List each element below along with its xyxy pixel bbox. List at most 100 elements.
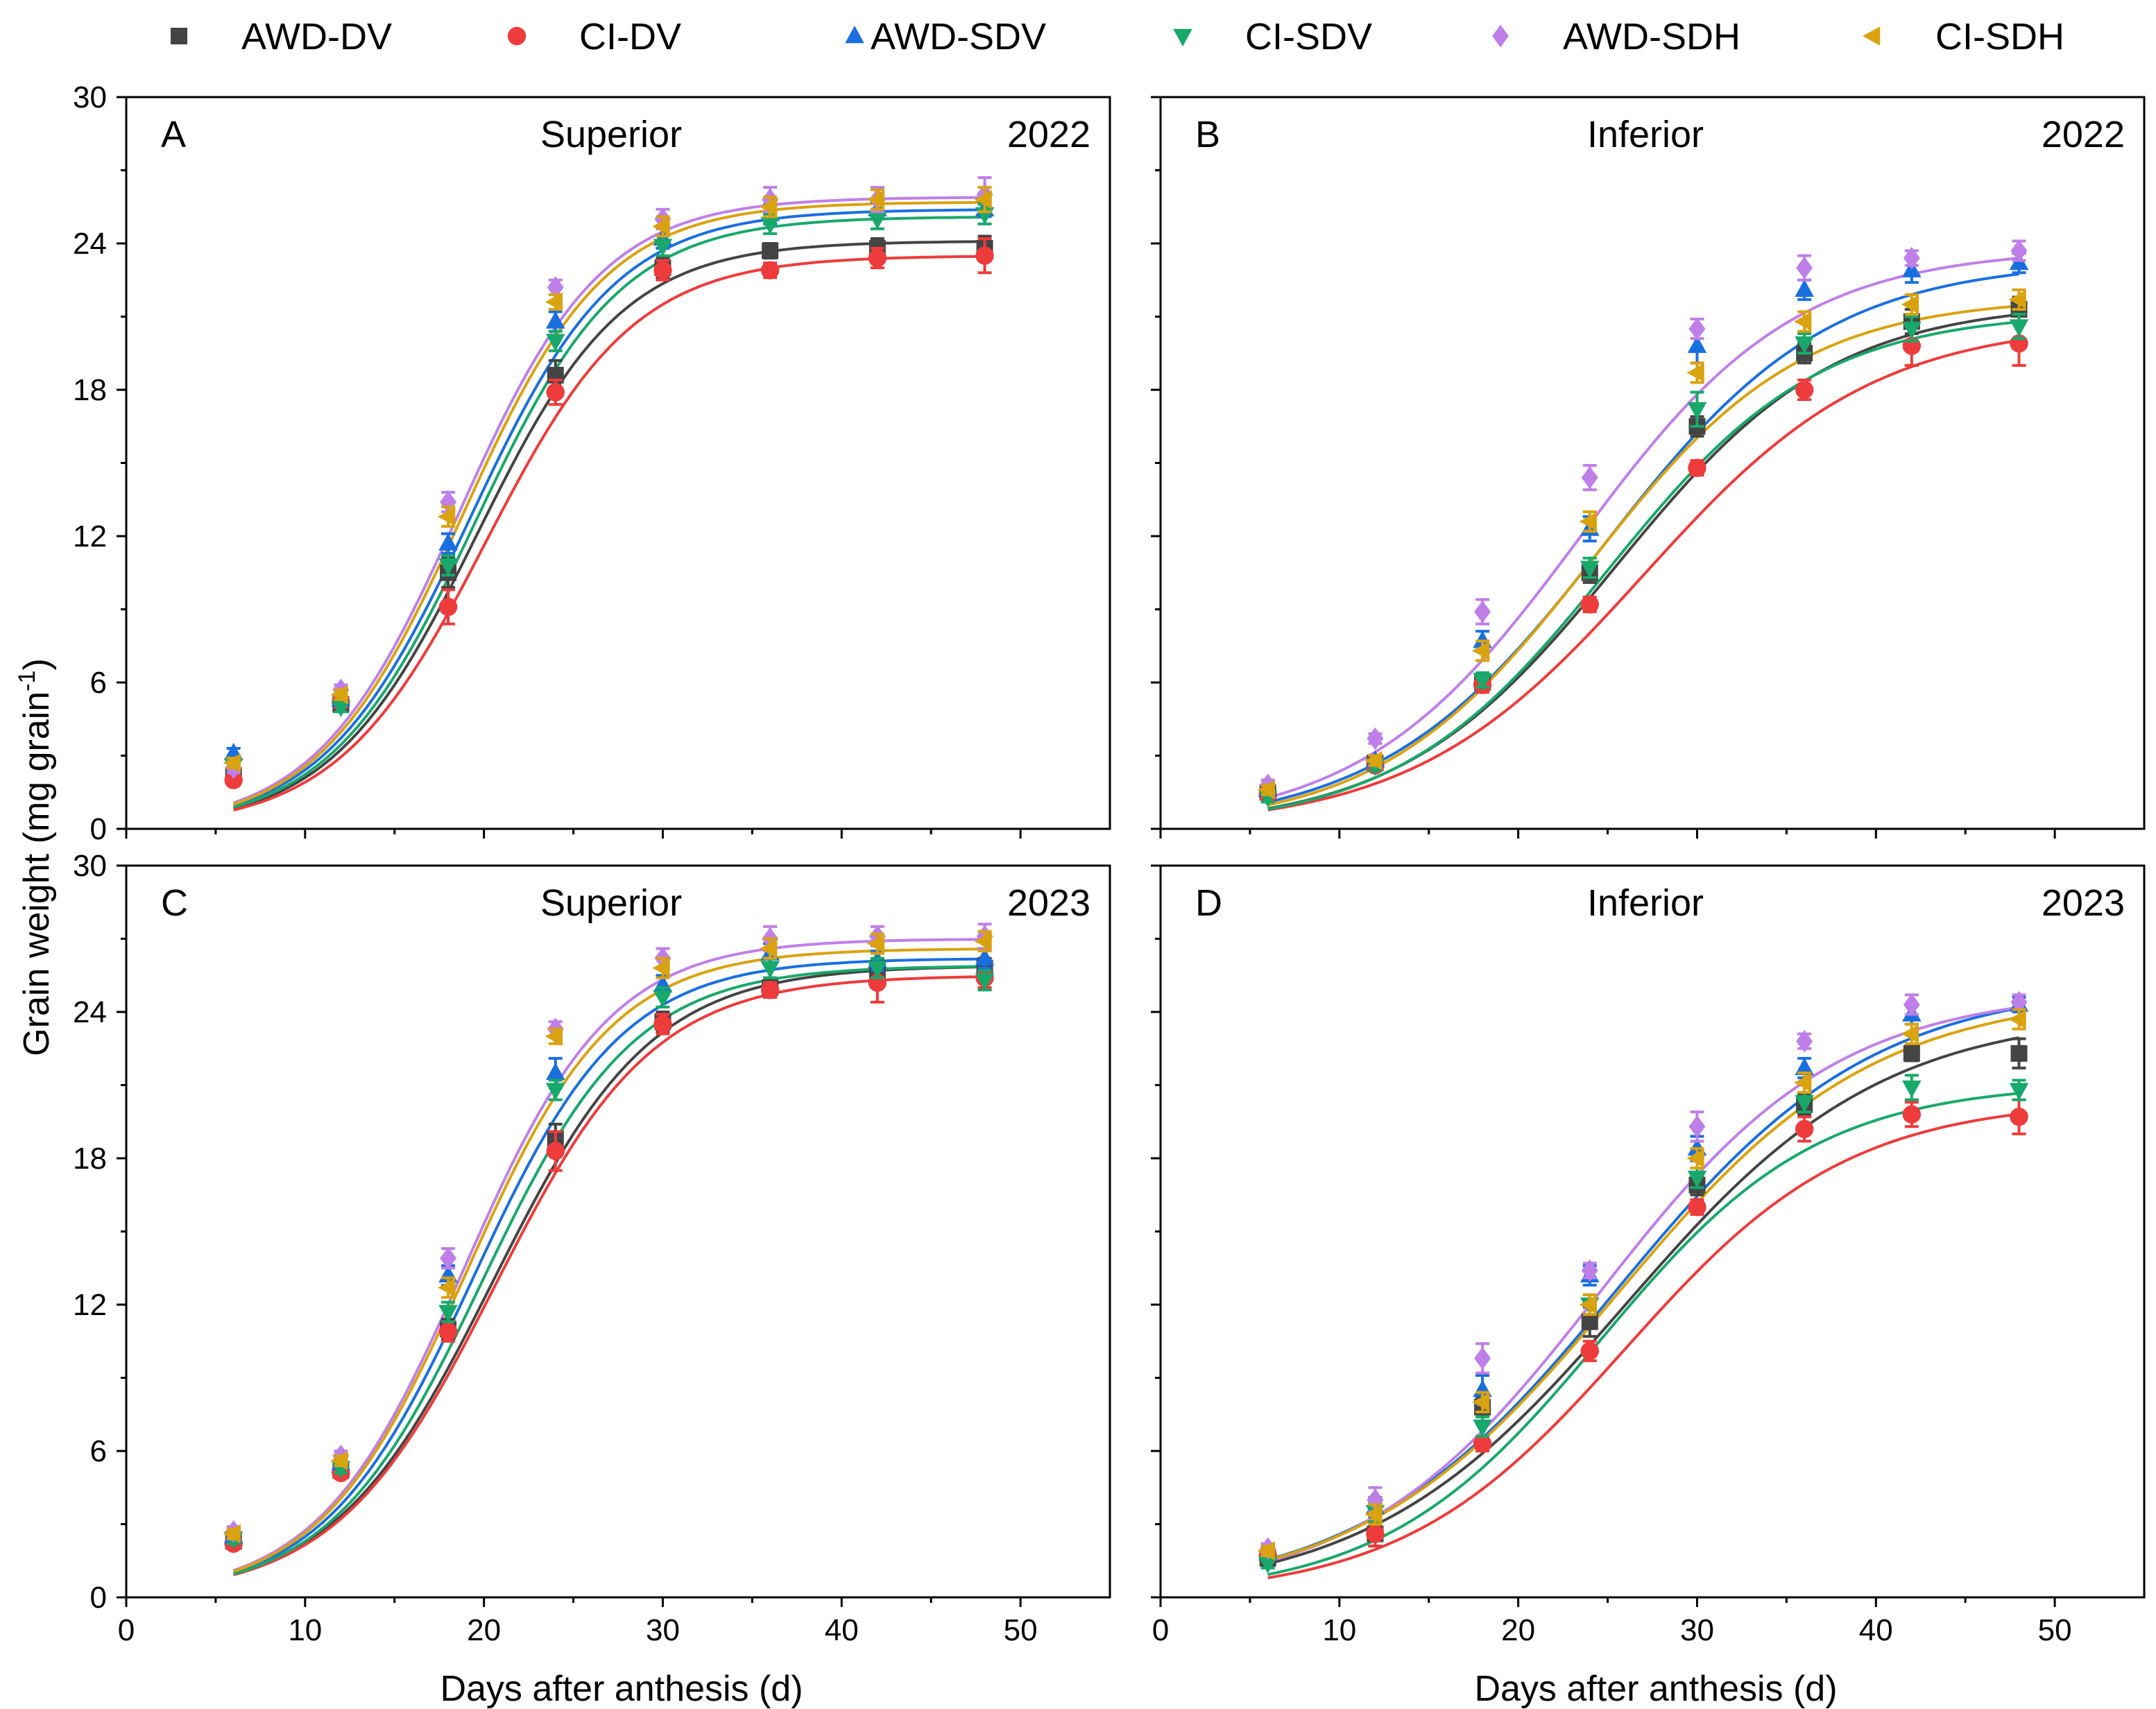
x-tick-label: 20 <box>467 1613 501 1647</box>
data-point-ci-sdh <box>223 753 241 773</box>
panel-title: Superior <box>540 882 682 924</box>
data-point-ci-sdv <box>331 699 351 718</box>
data-point-awd-sdh <box>2010 990 2028 1014</box>
data-point-ci-dv <box>1795 380 1814 400</box>
legend-marker-awd-sdh <box>1492 24 1509 48</box>
panels: 0 6 12 18 24 30 A Superior 2022 B Inferior 2022 0 10 2… <box>73 80 2146 1709</box>
fit-curve-ci-sdv <box>233 965 985 1576</box>
data-point-ci-sdv <box>653 990 673 1008</box>
data-point-ci-dv <box>1473 1434 1492 1453</box>
y-tick-label: 24 <box>73 227 107 261</box>
y-axis-label: Grain weight (mg grain-1) <box>14 658 57 1056</box>
panel-year: 2022 <box>1007 114 1090 155</box>
legend-label-awd-sdh: AWD-SDH <box>1563 16 1740 58</box>
data-point-ci-sdh <box>866 934 885 954</box>
y-axis-label-superscript: -1 <box>14 671 40 692</box>
y-tick-label: 0 <box>90 812 107 846</box>
data-point-ci-sdh <box>1901 1024 1919 1044</box>
fit-curve-awd-dv <box>233 240 985 810</box>
fit-curve-ci-dv <box>1267 338 2019 811</box>
data-point-awd-dv <box>2010 1045 2028 1062</box>
data-point-ci-dv <box>438 597 458 617</box>
data-point-ci-dv <box>1795 1119 1814 1139</box>
data-point-ci-dv <box>438 1322 458 1341</box>
legend-marker-ci-sdv <box>1173 28 1192 46</box>
x-tick-label: 20 <box>1501 1613 1535 1647</box>
data-point-ci-sdv <box>1473 1419 1492 1437</box>
data-point-ci-sdv <box>868 212 887 230</box>
fit-curve-ci-sdv <box>1267 1092 2019 1577</box>
data-point-ci-dv <box>975 246 994 265</box>
data-point-ci-sdh <box>652 958 670 978</box>
data-point-ci-sdh <box>1364 750 1383 771</box>
panel-a: 0 6 12 18 24 30 A Superior 2022 <box>73 80 1111 846</box>
data-point-ci-sdv <box>1258 1556 1278 1574</box>
data-point-ci-sdv <box>1902 321 1922 340</box>
data-point-ci-sdh <box>1794 311 1812 332</box>
y-tick-label: 30 <box>73 80 107 114</box>
plot-frame <box>1159 96 2146 830</box>
data-point-ci-dv <box>1688 1198 1706 1217</box>
data-point-awd-sdv <box>438 533 458 551</box>
data-point-ci-sdh <box>974 931 992 951</box>
data-point-ci-sdv <box>1902 1080 1922 1099</box>
fit-curve-ci-sdh <box>233 200 985 806</box>
data-point-ci-sdv <box>760 216 780 234</box>
fit-curve-awd-dv <box>1267 1036 2019 1565</box>
data-point-ci-sdh <box>1364 1504 1383 1525</box>
fit-curve-awd-sdv <box>233 957 985 1574</box>
data-point-ci-sdv <box>438 558 458 576</box>
data-point-ci-sdv <box>975 973 995 991</box>
legend-marker-awd-sdv <box>845 26 864 44</box>
data-point-ci-sdh <box>866 189 885 209</box>
y-tick-label: 6 <box>90 666 107 700</box>
plot-frame <box>1159 864 2146 1599</box>
data-point-ci-sdh <box>330 685 348 705</box>
x-tick-label: 0 <box>118 1613 135 1647</box>
data-point-ci-dv <box>1366 1525 1385 1543</box>
panel-year: 2023 <box>1007 882 1090 924</box>
panel-year: 2022 <box>2042 114 2125 155</box>
fit-curve-ci-sdh <box>1267 304 2019 807</box>
y-tick-label: 18 <box>73 373 107 407</box>
data-point-ci-sdv <box>545 1083 565 1101</box>
plot-frame <box>125 96 1111 830</box>
fit-curve-ci-sdv <box>233 216 985 809</box>
fit-curve-ci-sdh <box>1267 1015 2019 1562</box>
x-tick-label: 30 <box>1680 1613 1714 1647</box>
data-point-ci-dv <box>1902 1105 1922 1124</box>
x-tick-label: 0 <box>1152 1613 1169 1647</box>
y-tick-label: 12 <box>73 1288 107 1322</box>
fit-curve-awd-sdh <box>1267 257 2019 800</box>
data-point-ci-sdv <box>760 961 780 979</box>
x-tick-label: 50 <box>2038 1613 2072 1647</box>
data-point-awd-sdv <box>1795 1057 1814 1076</box>
y-tick-label: 30 <box>73 849 107 883</box>
data-point-awd-sdh <box>440 490 457 513</box>
legend-marker-ci-dv <box>507 26 527 46</box>
data-point-awd-sdh <box>1474 600 1491 624</box>
data-point-ci-sdh <box>974 189 992 209</box>
fit-curve-ci-dv <box>1267 1113 2019 1579</box>
data-point-ci-sdh <box>330 1451 348 1470</box>
data-point-awd-sdv <box>1687 335 1707 353</box>
x-tick-label: 50 <box>1004 1613 1038 1647</box>
data-point-ci-sdh <box>1794 1073 1812 1092</box>
data-point-awd-sdh <box>440 1246 457 1270</box>
legend-label-ci-sdv: CI-SDV <box>1245 16 1372 58</box>
data-point-ci-sdv <box>1687 1170 1707 1189</box>
panel-b: B Inferior 2022 <box>1151 96 2146 839</box>
data-point-ci-sdh <box>2008 290 2026 309</box>
data-point-ci-dv <box>653 261 672 280</box>
data-point-awd-dv <box>1581 1313 1598 1330</box>
panel-d: 0 10 20 30 40 50 Days after anthesis (d) D Infer… <box>1151 864 2146 1709</box>
fit-curve-awd-sdh <box>233 196 985 805</box>
data-point-ci-sdh <box>1472 641 1490 661</box>
panel-letter: C <box>161 882 188 924</box>
panel-title: Superior <box>540 114 682 155</box>
plot-frame <box>125 864 1111 1599</box>
data-point-awd-sdh <box>1903 246 1920 270</box>
data-point-ci-sdv <box>2009 1083 2029 1101</box>
data-point-ci-sdh <box>438 507 456 526</box>
